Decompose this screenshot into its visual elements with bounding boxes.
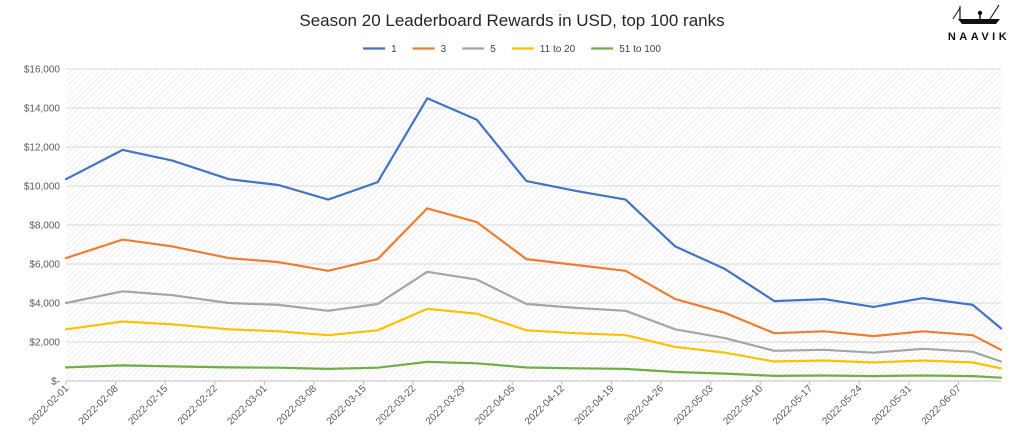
- x-tick-label: 2022-05-17: [771, 383, 815, 427]
- x-tick-label: 2022-04-26: [622, 383, 666, 427]
- legend-label: 3: [441, 44, 447, 55]
- x-tick-label: 2022-05-24: [821, 383, 865, 427]
- y-tick-label: $4,000: [29, 299, 60, 310]
- y-tick-label: $8,000: [29, 221, 60, 232]
- x-tick-label: 2022-04-05: [473, 383, 517, 427]
- x-tick-label: 2022-04-19: [573, 383, 617, 427]
- x-tick-label: 2022-02-22: [176, 383, 220, 427]
- y-tick-label: $12,000: [24, 143, 61, 154]
- legend-label: 5: [490, 44, 496, 55]
- y-tick-label: $10,000: [24, 182, 61, 193]
- chart-title: Season 20 Leaderboard Rewards in USD, to…: [299, 11, 724, 30]
- x-tick-label: 2022-03-15: [325, 383, 369, 427]
- boat-icon: [952, 4, 1000, 24]
- x-tick-label: 2022-02-08: [77, 383, 121, 427]
- x-tick-label: 2022-02-01: [27, 383, 71, 427]
- x-tick-label: 2022-05-31: [870, 383, 914, 427]
- y-axis: $- $2,000 $4,000 $6,000 $8,000 $10,000 $12,000…: [24, 65, 61, 388]
- y-tick-label: $2,000: [29, 338, 60, 349]
- x-tick-label: 2022-03-22: [374, 383, 418, 427]
- series-lines: [64, 97, 1003, 379]
- series-line-3: [64, 207, 1003, 351]
- x-tick-label: 2022-02-15: [126, 383, 170, 427]
- legend-label: 1: [391, 44, 397, 55]
- legend-label: 11 to 20: [540, 44, 576, 55]
- x-tick-label: 2022-05-03: [672, 383, 716, 427]
- x-tick-label: 2022-03-01: [226, 383, 270, 427]
- x-tick-label: 2022-05-10: [721, 383, 765, 427]
- legend-item: 5: [462, 44, 496, 55]
- brand-name: NAAVIK: [948, 31, 1010, 43]
- y-tick-label: $6,000: [29, 260, 60, 271]
- legend-label: 51 to 100: [619, 44, 661, 55]
- series-line-1: [64, 97, 1003, 330]
- brand-logo: NAAVIK: [948, 4, 1010, 43]
- series-line-5: [64, 270, 1003, 363]
- legend-item: 3: [412, 44, 447, 55]
- x-tick-label: 2022-03-29: [424, 383, 468, 427]
- x-tick-label: 2022-03-08: [275, 383, 319, 427]
- x-axis: 2022-02-01 2022-02-08 2022-02-15 2022-02-22…: [27, 380, 1001, 427]
- chart-legend: 1 3 5 11 to 20 51 to 100: [363, 44, 661, 55]
- y-tick-label: $-: [51, 377, 60, 388]
- x-tick-label: 2022-04-12: [523, 383, 567, 427]
- series-line-51-to-100: [64, 360, 1003, 379]
- y-tick-label: $16,000: [24, 65, 61, 76]
- x-tick-label: 2022-06-07: [920, 383, 964, 427]
- legend-item: 1: [363, 44, 397, 55]
- series-line-11-to-20: [64, 307, 1003, 370]
- legend-item: 51 to 100: [591, 44, 661, 55]
- legend-item: 11 to 20: [511, 44, 576, 55]
- y-tick-label: $14,000: [24, 104, 61, 115]
